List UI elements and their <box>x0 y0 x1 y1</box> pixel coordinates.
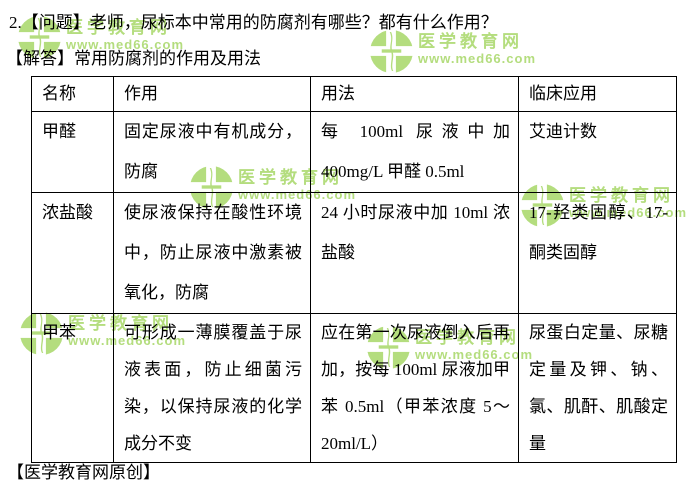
watermark-url-text: www.med66.com <box>66 37 184 52</box>
question-text: 2.【问题】老师，尿标本中常用的防腐剂有哪些？都有什么作用？ <box>9 13 498 32</box>
cell-clinical: 17-羟类固醇、17-酮类固醇 <box>518 192 677 314</box>
cell-name: 浓盐酸 <box>31 192 114 314</box>
watermark: 医学教育网 www.med66.com <box>370 30 536 73</box>
col-header-usage: 用法 <box>310 76 519 112</box>
table-row-toluene: 甲苯 可形成一薄膜覆盖于尿液表面，防止细菌污染，以保持尿液的化学成分不变 应在第… <box>31 313 677 463</box>
watermark-text: 医学教育网 www.med66.com <box>418 32 536 66</box>
table-row-hydrochloric-acid: 浓盐酸 使尿液保持在酸性环境中，防止尿液中激素被氧化，防腐 24 小时尿液中加 … <box>31 192 677 314</box>
cell-effect: 可形成一薄膜覆盖于尿液表面，防止细菌污染，以保持尿液的化学成分不变 <box>113 313 311 463</box>
col-header-clinical: 临床应用 <box>518 76 677 112</box>
cell-usage: 24 小时尿液中加 10ml 浓盐酸 <box>310 192 519 314</box>
cell-effect: 固定尿液中有机成分，防腐 <box>113 111 311 193</box>
watermark-brand-text: 医学教育网 <box>66 18 171 37</box>
watermark: 医学教育网 www.med66.com <box>18 16 184 59</box>
col-header-name: 名称 <box>31 76 114 112</box>
cell-name: 甲醛 <box>31 111 114 193</box>
cell-clinical: 尿蛋白定量、尿糖定量及钾、钠、氯、肌酐、肌酸定量 <box>518 313 677 463</box>
cell-usage: 每 100ml 尿液中加 400mg/L 甲醛 0.5ml <box>310 111 519 193</box>
med66-logo-icon <box>370 30 413 73</box>
preservative-table: 名称 作用 用法 临床应用 甲醛 固定尿液中有机成分，防腐 每 100ml 尿液… <box>31 76 677 463</box>
cell-usage: 应在第一次尿液倒入后再加，按每 100ml 尿液加甲苯 0.5ml（甲苯浓度 5… <box>310 313 519 463</box>
watermark-url-text: www.med66.com <box>418 51 536 66</box>
col-header-effect: 作用 <box>113 76 311 112</box>
answer-heading: 【解答】常用防腐剂的作用及用法 <box>6 49 261 68</box>
cell-effect: 使尿液保持在酸性环境中，防止尿液中激素被氧化，防腐 <box>113 192 311 314</box>
table-header-row: 名称 作用 用法 临床应用 <box>31 76 677 112</box>
cell-clinical: 艾迪计数 <box>518 111 677 193</box>
watermark-brand-text: 医学教育网 <box>418 32 523 51</box>
med66-logo-icon <box>18 16 61 59</box>
footer-note: 【医学教育网原创】 <box>7 463 160 482</box>
cell-name: 甲苯 <box>31 313 114 463</box>
table-row-formaldehyde: 甲醛 固定尿液中有机成分，防腐 每 100ml 尿液中加 400mg/L 甲醛 … <box>31 111 677 193</box>
watermark-text: 医学教育网 www.med66.com <box>66 18 184 52</box>
